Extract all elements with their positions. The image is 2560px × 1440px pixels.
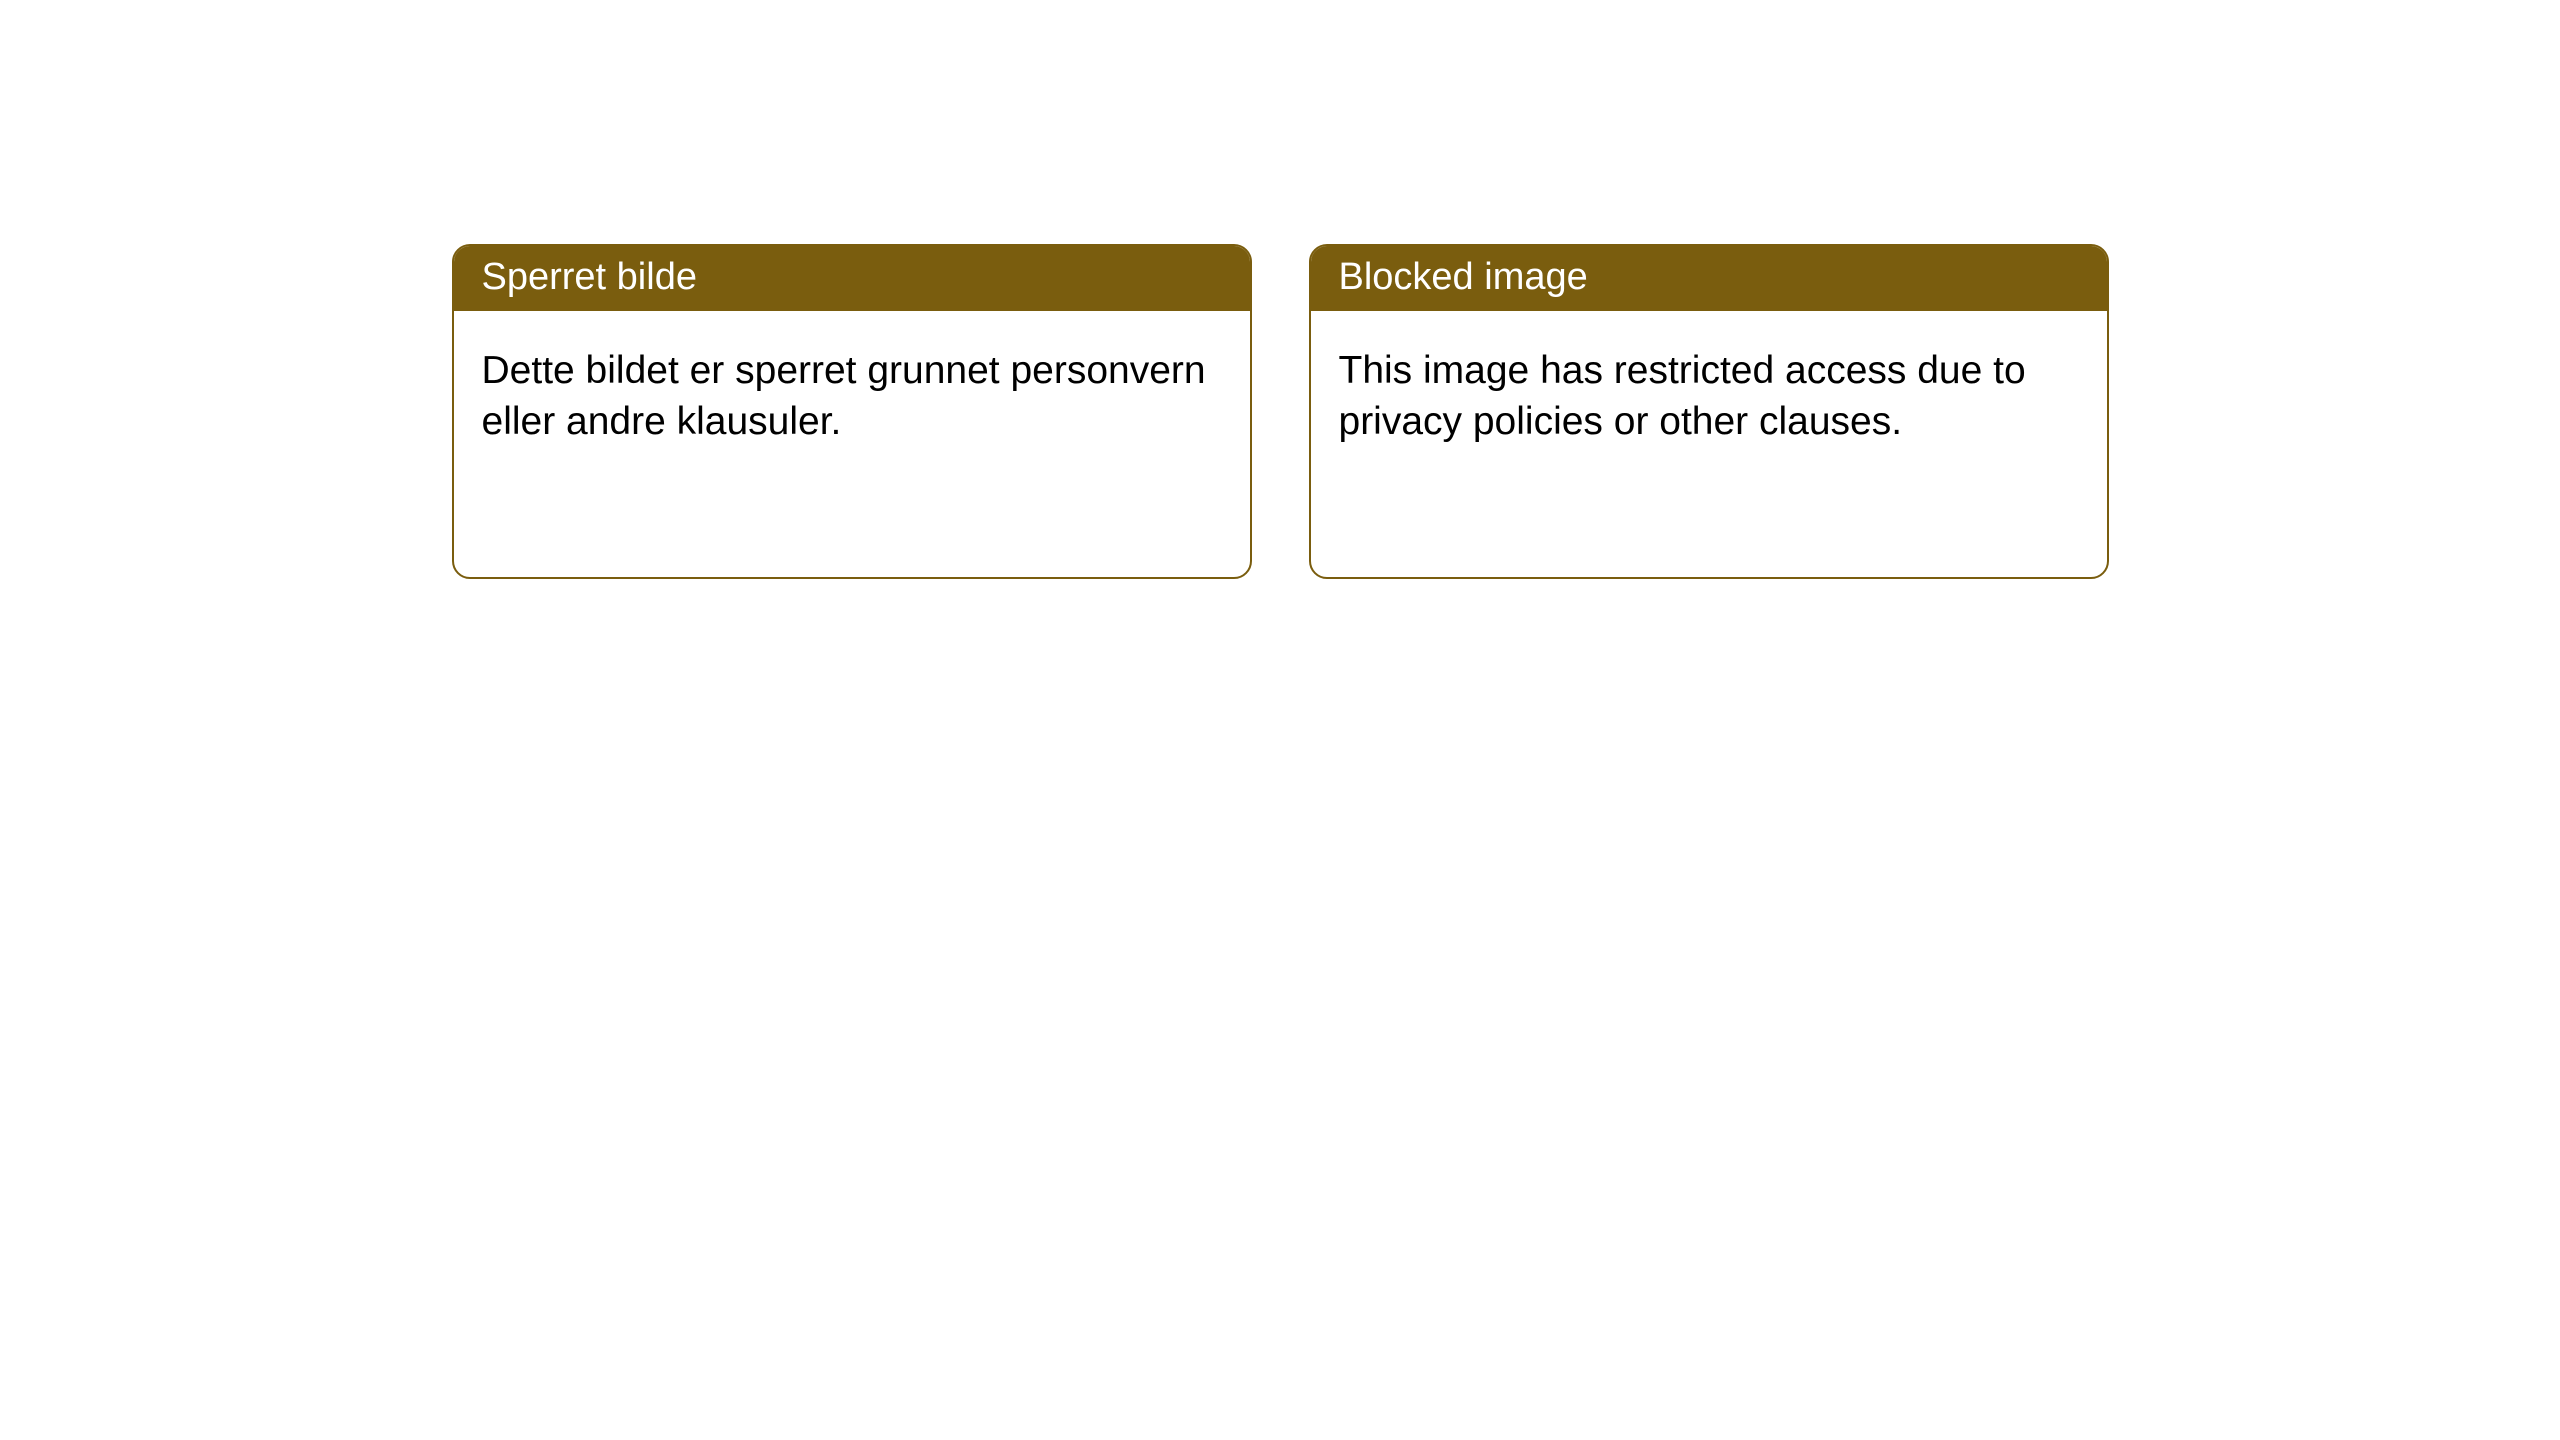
notice-cards-container: Sperret bilde Dette bildet er sperret gr…: [452, 244, 2109, 1440]
card-body: This image has restricted access due to …: [1311, 311, 2107, 482]
notice-card-english: Blocked image This image has restricted …: [1309, 244, 2109, 579]
card-body-text: This image has restricted access due to …: [1339, 349, 2026, 443]
card-header: Blocked image: [1311, 246, 2107, 311]
card-body-text: Dette bildet er sperret grunnet personve…: [482, 349, 1206, 443]
card-body: Dette bildet er sperret grunnet personve…: [454, 311, 1250, 482]
card-title: Sperret bilde: [482, 256, 697, 298]
card-header: Sperret bilde: [454, 246, 1250, 311]
notice-card-norwegian: Sperret bilde Dette bildet er sperret gr…: [452, 244, 1252, 579]
card-title: Blocked image: [1339, 256, 1588, 298]
